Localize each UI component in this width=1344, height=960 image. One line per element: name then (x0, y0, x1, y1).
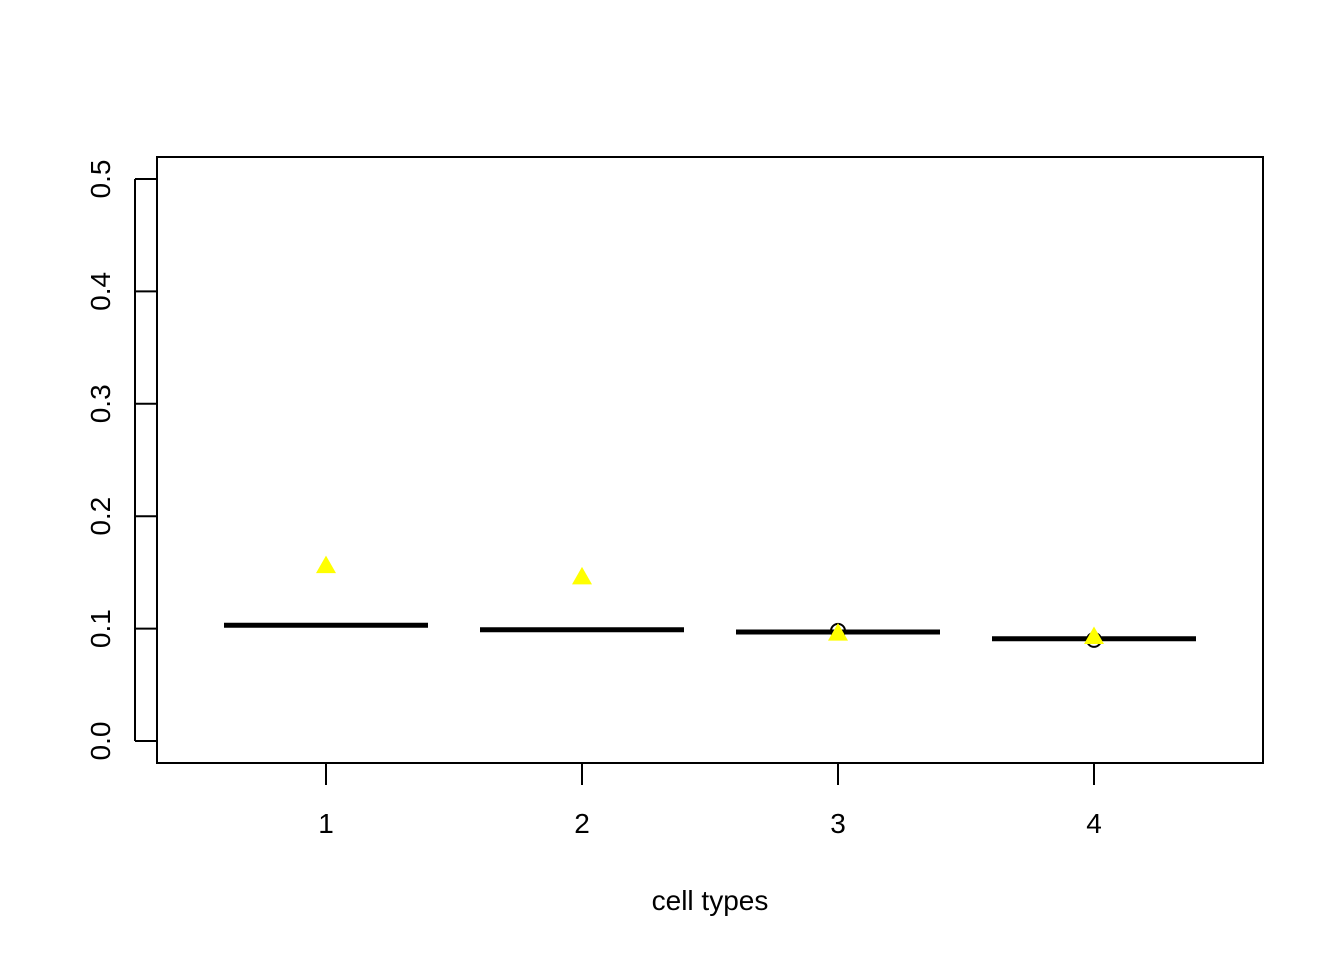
chart-marks (224, 555, 1196, 648)
x-tick-label: 2 (574, 808, 590, 839)
y-tick-label: 0.1 (85, 609, 116, 648)
triangle-point (1084, 626, 1104, 644)
x-axis: 1 2 3 4 (318, 763, 1102, 839)
x-tick-label: 3 (830, 808, 846, 839)
y-axis: 0.0 0.1 0.2 0.3 0.4 0.5 (85, 160, 157, 761)
triangle-point (828, 623, 848, 641)
plot-frame (156, 156, 1264, 764)
x-axis-title: cell types (652, 885, 769, 916)
triangle-point (572, 566, 592, 585)
triangle-point (316, 555, 336, 574)
y-tick-label: 0.4 (85, 272, 116, 311)
y-tick-label: 0.5 (85, 160, 116, 199)
x-tick-label: 1 (318, 808, 334, 839)
y-tick-label: 0.3 (85, 384, 116, 423)
y-tick-label: 0.2 (85, 497, 116, 536)
y-tick-label: 0.0 (85, 722, 116, 761)
x-tick-label: 4 (1086, 808, 1102, 839)
